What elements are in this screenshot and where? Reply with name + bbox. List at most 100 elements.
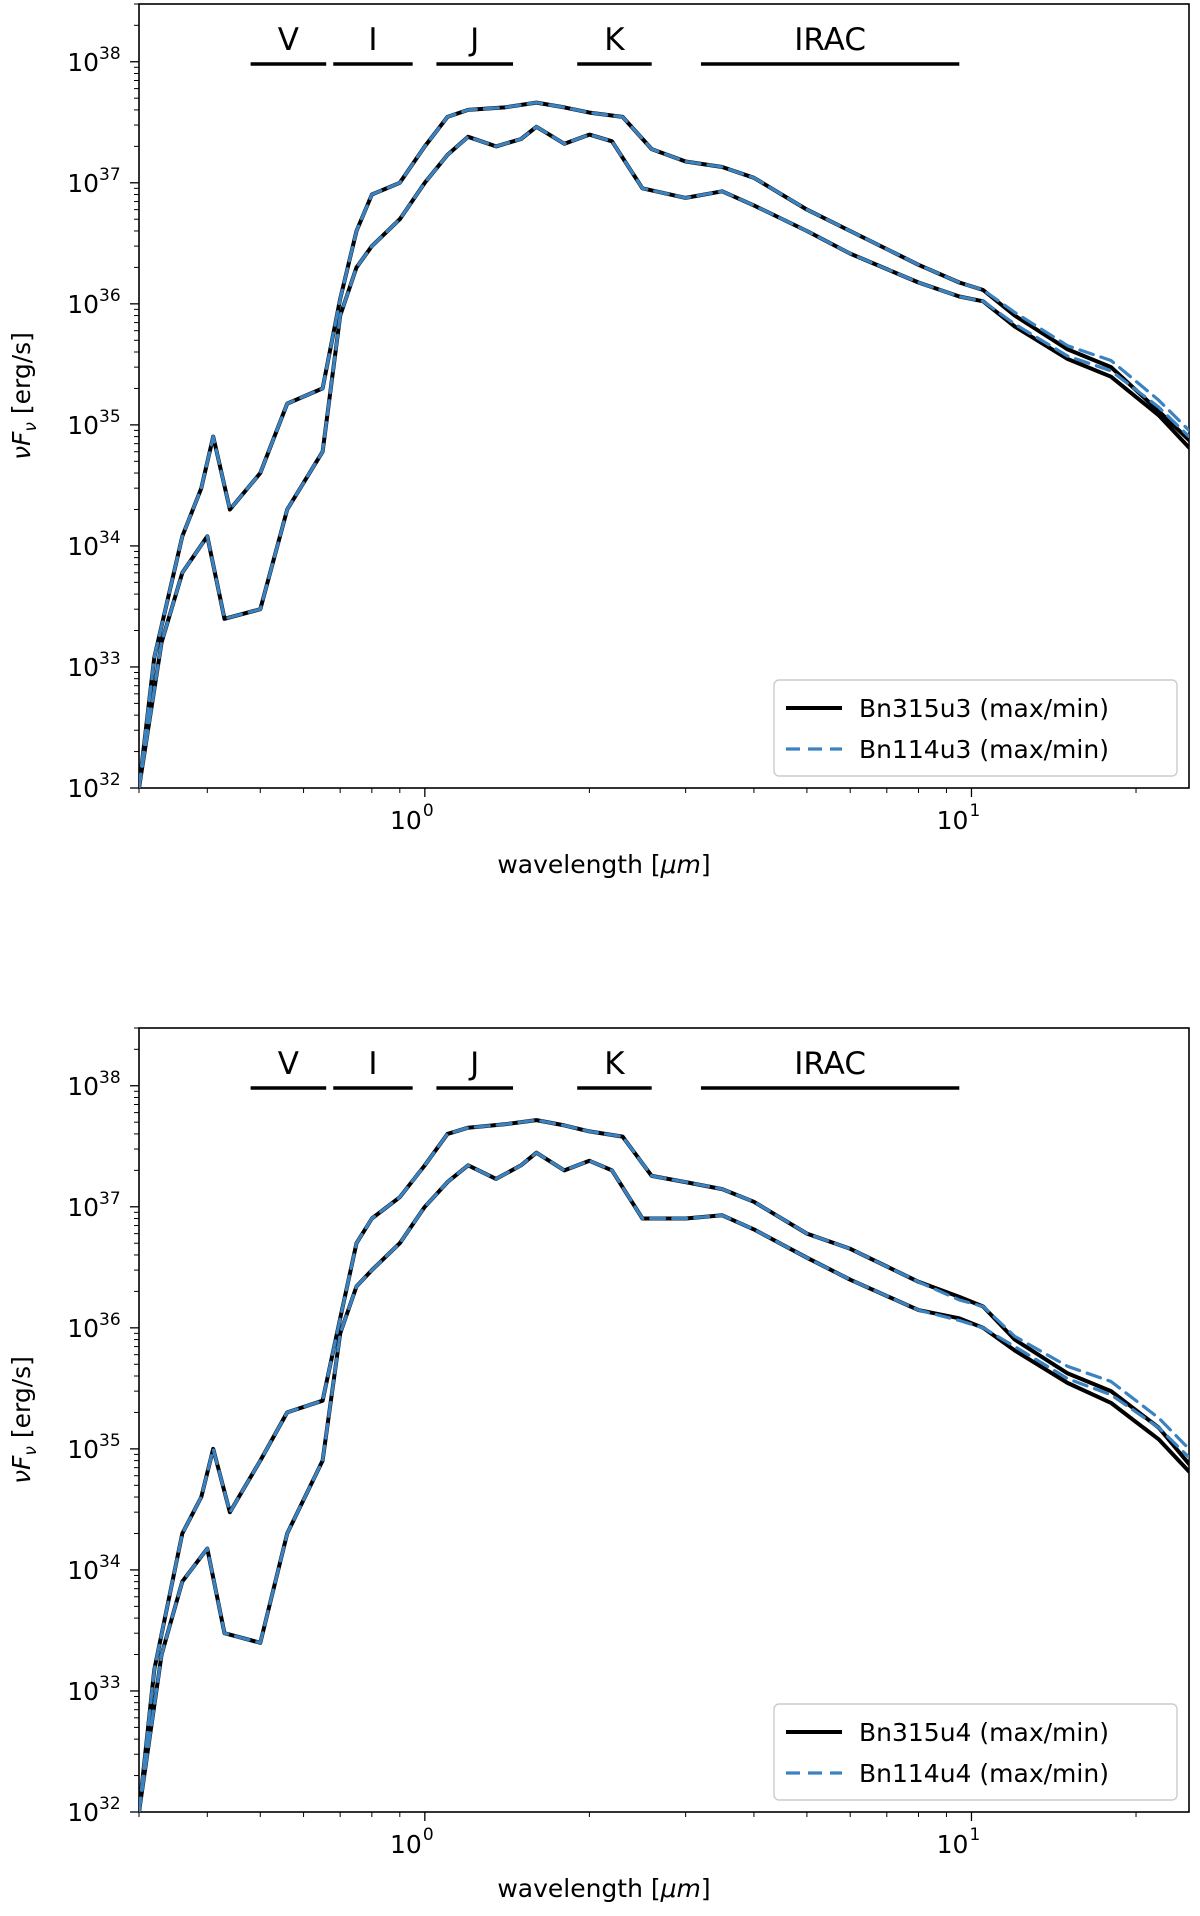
plot-frame [138, 3, 1190, 789]
y-tick-label: 10 35 [67, 1431, 120, 1464]
y-axis-label-symbol: νF [7, 1455, 36, 1484]
x-axis-label-text: wavelength [ [497, 850, 660, 879]
x-tick-base: 10 [937, 806, 969, 835]
y-tick-base: 10 [67, 532, 99, 561]
y-tick-exponent: 34 [99, 528, 121, 548]
y-axis-label: νFν [erg/s] [7, 1356, 41, 1484]
legend-label: Bn315u4 (max/min) [859, 1718, 1109, 1747]
y-tick-exponent: 34 [99, 1552, 121, 1572]
photometric-bands: V I J K IRAC [250, 22, 960, 66]
y-tick-base: 10 [67, 1677, 99, 1706]
y-axis-label-subscript: ν [21, 422, 41, 432]
x-tick-base: 10 [390, 1830, 422, 1859]
y-tick-label: 10 38 [67, 1068, 120, 1101]
x-minor-ticks [138, 788, 1137, 793]
y-tick-base: 10 [67, 290, 99, 319]
band-label-v: V [278, 1046, 299, 1082]
legend-label: Bn114u4 (max/min) [859, 1759, 1109, 1788]
x-axis-label: wavelength [μm] [497, 1874, 710, 1903]
y-tick-base: 10 [67, 1556, 99, 1585]
series-line-bn315u4-max [139, 1118, 1189, 1812]
band-label-v: V [278, 22, 299, 58]
band-label-k: K [604, 22, 625, 58]
y-tick-exponent: 37 [99, 165, 121, 185]
y-tick-exponent: 35 [99, 1431, 121, 1451]
plot-frame [138, 1027, 1190, 1813]
x-tick-label: 10 0 [390, 801, 434, 835]
band-label-k: K [604, 1046, 625, 1082]
x-axis-label-unit: μm [660, 850, 701, 879]
x-tick-label: 10 1 [937, 801, 981, 835]
y-tick-label: 10 37 [67, 165, 120, 198]
y-tick-base: 10 [67, 1193, 99, 1222]
band-label-i: I [368, 1046, 377, 1082]
x-tick-label: 10 0 [390, 1825, 434, 1859]
y-tick-base: 10 [67, 169, 99, 198]
y-minor-ticks [134, 3, 139, 753]
y-tick-exponent: 38 [99, 44, 121, 64]
legend-box [773, 679, 1178, 777]
y-tick-base: 10 [67, 1314, 99, 1343]
y-tick-base: 10 [67, 774, 99, 803]
x-axis-label: wavelength [μm] [497, 850, 710, 879]
y-tick-exponent: 32 [99, 1794, 121, 1814]
x-axis-label-close: ] [701, 1874, 711, 1903]
legend-label: Bn114u3 (max/min) [859, 735, 1109, 764]
x-tick-base: 10 [390, 806, 422, 835]
y-tick-base: 10 [67, 1435, 99, 1464]
y-tick-label: 10 34 [67, 528, 120, 561]
y-tick-exponent: 33 [99, 1673, 121, 1693]
y-tick-label: 10 33 [67, 1673, 120, 1706]
y-tick-label: 10 33 [67, 649, 120, 682]
band-label-irac: IRAC [794, 1046, 866, 1082]
series-line-bn114u4-min [139, 1151, 1189, 1812]
y-axis-label: νFν [erg/s] [7, 332, 41, 460]
series-line-bn114u4-max [139, 1118, 1189, 1812]
band-label-j: J [468, 22, 479, 58]
y-tick-exponent: 36 [99, 1310, 121, 1330]
y-tick-label: 10 32 [67, 770, 120, 803]
y-axis-label-symbol: νF [7, 431, 36, 460]
x-axis-label-close: ] [701, 850, 711, 879]
data-series [139, 1118, 1189, 1812]
y-minor-ticks [134, 1027, 139, 1777]
x-tick-exponent: 1 [969, 801, 980, 821]
y-tick-label: 10 34 [67, 1552, 120, 1585]
y-tick-base: 10 [67, 1798, 99, 1827]
y-tick-exponent: 33 [99, 649, 121, 669]
x-axis-label-unit: μm [660, 1874, 701, 1903]
y-tick-exponent: 38 [99, 1068, 121, 1088]
x-tick-exponent: 0 [423, 1825, 434, 1845]
legend: Bn315u3 (max/min) Bn114u3 (max/min) [773, 679, 1178, 777]
y-tick-label: 10 32 [67, 1794, 120, 1827]
y-tick-label: 10 37 [67, 1189, 120, 1222]
x-minor-ticks [138, 1812, 1137, 1817]
y-tick-label: 10 38 [67, 44, 120, 77]
band-label-i: I [368, 22, 377, 58]
y-tick-label: 10 36 [67, 1310, 120, 1343]
band-label-irac: IRAC [794, 22, 866, 58]
y-tick-base: 10 [67, 1072, 99, 1101]
y-tick-base: 10 [67, 653, 99, 682]
y-tick-base: 10 [67, 411, 99, 440]
y-axis-label-subscript: ν [21, 1446, 41, 1456]
photometric-bands: V I J K IRAC [250, 1046, 960, 1090]
series-line-bn114u3-min [139, 125, 1189, 788]
y-axis-label-unit: [erg/s] [7, 332, 36, 422]
x-tick-exponent: 0 [423, 801, 434, 821]
band-label-j: J [468, 1046, 479, 1082]
x-tick-base: 10 [937, 1830, 969, 1859]
x-tick-label: 10 1 [937, 1825, 981, 1859]
y-tick-exponent: 35 [99, 407, 121, 427]
y-tick-label: 10 36 [67, 286, 120, 319]
y-tick-base: 10 [67, 48, 99, 77]
legend-box [773, 1703, 1178, 1801]
y-tick-exponent: 32 [99, 770, 121, 790]
y-tick-exponent: 37 [99, 1189, 121, 1209]
legend-label: Bn315u3 (max/min) [859, 694, 1109, 723]
x-axis-label-text: wavelength [ [497, 1874, 660, 1903]
y-axis-label-unit: [erg/s] [7, 1356, 36, 1446]
